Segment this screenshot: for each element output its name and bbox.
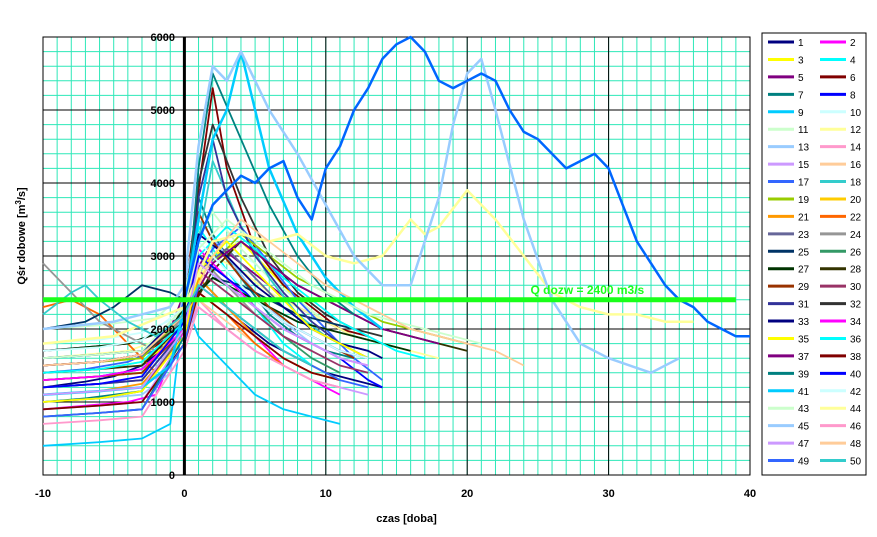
legend-label-48: 48 <box>850 439 862 450</box>
legend-label-29: 29 <box>798 282 810 293</box>
legend-label-3: 3 <box>798 55 804 66</box>
legend-label-27: 27 <box>798 265 810 276</box>
y-tick-label: 6000 <box>151 32 175 44</box>
legend-label-14: 14 <box>850 143 862 154</box>
legend-label-1: 1 <box>798 38 804 49</box>
legend-label-26: 26 <box>850 247 862 258</box>
y-axis-title-sup: 3 <box>14 200 23 205</box>
x-tick-label: 30 <box>602 488 614 500</box>
legend-label-36: 36 <box>850 334 862 345</box>
x-tick-label: 20 <box>461 488 473 500</box>
legend-label-16: 16 <box>850 160 862 171</box>
legend-label-28: 28 <box>850 265 862 276</box>
y-tick-label: 4000 <box>151 178 175 190</box>
y-tick-label: 0 <box>169 470 175 482</box>
y-tick-label: 1000 <box>151 397 175 409</box>
series-line-48 <box>42 218 525 367</box>
legend-label-33: 33 <box>798 317 810 328</box>
legend-label-15: 15 <box>798 160 810 171</box>
legend-label-17: 17 <box>798 178 810 189</box>
series-line-11 <box>42 211 355 330</box>
y-axis-title-main: Qśr dobowe [m <box>16 204 28 284</box>
legend-label-30: 30 <box>850 282 862 293</box>
legend-label-41: 41 <box>798 387 810 398</box>
legend-label-10: 10 <box>850 108 862 119</box>
legend-label-46: 46 <box>850 422 862 433</box>
legend-label-5: 5 <box>798 73 804 84</box>
legend-label-34: 34 <box>850 317 862 328</box>
legend-label-24: 24 <box>850 230 862 241</box>
x-tick-label: 40 <box>744 488 756 500</box>
legend-label-11: 11 <box>798 125 809 136</box>
series-line-36 <box>42 225 426 374</box>
legend-label-31: 31 <box>798 300 810 311</box>
legend-label-21: 21 <box>798 212 810 223</box>
legend-label-8: 8 <box>850 90 856 101</box>
legend-label-44: 44 <box>850 404 862 415</box>
x-tick-label: 0 <box>181 488 187 500</box>
legend-label-32: 32 <box>850 300 862 311</box>
legend-label-2: 2 <box>850 38 856 49</box>
series-line-50 <box>42 284 313 367</box>
legend-label-39: 39 <box>798 369 810 380</box>
legend-label-42: 42 <box>850 387 862 398</box>
y-axis-title-end: /s] <box>16 187 28 200</box>
legend-label-9: 9 <box>798 108 804 119</box>
legend-label-23: 23 <box>798 230 810 241</box>
legend-label-43: 43 <box>798 404 810 415</box>
legend-label-7: 7 <box>798 90 804 101</box>
y-tick-label: 2000 <box>151 324 175 336</box>
legend-label-4: 4 <box>850 55 856 66</box>
series-line-42 <box>42 240 369 360</box>
legend-label-49: 49 <box>798 457 810 468</box>
series-line-46 <box>42 306 341 425</box>
threshold-label: Q dozw = 2400 m3/s <box>531 283 645 297</box>
series-line-9 <box>42 298 341 447</box>
legend-label-47: 47 <box>798 439 810 450</box>
legend-label-37: 37 <box>798 352 810 363</box>
series-line-19 <box>42 233 468 367</box>
legend-label-19: 19 <box>798 195 810 206</box>
legend-label-18: 18 <box>850 178 862 189</box>
y-axis-title: Qśr dobowe [m3/s] <box>14 187 28 285</box>
legend-label-20: 20 <box>850 195 862 206</box>
x-axis-title: czas [doba] <box>376 513 437 525</box>
legend-label-40: 40 <box>850 369 862 380</box>
series-line-41 <box>42 50 384 396</box>
series-line-8b <box>183 35 750 338</box>
y-tick-label: 5000 <box>151 105 175 117</box>
legend-label-22: 22 <box>850 212 862 223</box>
series-line-47 <box>42 262 369 396</box>
y-tick-label: 3000 <box>151 251 175 263</box>
x-tick-label: 10 <box>320 488 332 500</box>
legend-label-38: 38 <box>850 352 862 363</box>
legend-label-45: 45 <box>798 422 810 433</box>
legend-label-13: 13 <box>798 143 810 154</box>
series-line-35 <box>42 240 369 403</box>
legend-label-12: 12 <box>850 125 862 136</box>
legend-label-25: 25 <box>798 247 810 258</box>
legend-label-50: 50 <box>850 457 862 468</box>
series-line-31 <box>42 138 369 389</box>
legend-box <box>761 32 867 476</box>
series-line-38 <box>42 291 341 411</box>
legend-label-35: 35 <box>798 334 810 345</box>
x-tick-label: -10 <box>35 488 51 500</box>
legend-label-6: 6 <box>850 73 856 84</box>
